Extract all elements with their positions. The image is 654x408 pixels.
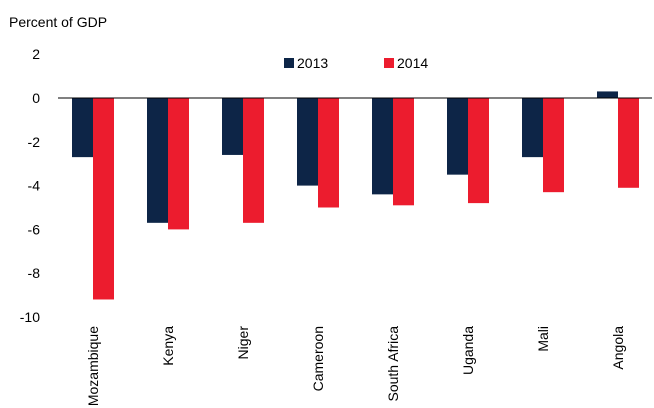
bar-2014-south-africa (393, 98, 414, 206)
legend: 2013 2014 (284, 55, 428, 71)
bar-2014-mali (543, 98, 564, 193)
y-tick-label: 2 (32, 46, 40, 62)
bar-2013-niger (222, 98, 243, 155)
bars (72, 91, 639, 300)
y-tick-label: -2 (28, 134, 41, 150)
bar-2013-mali (522, 98, 543, 158)
category-label: Angola (610, 326, 626, 370)
category-label: Kenya (160, 326, 176, 366)
legend-swatch-2014 (384, 58, 394, 68)
category-label: Mali (535, 326, 551, 352)
category-label: Uganda (460, 326, 476, 375)
y-tick-label: -10 (20, 309, 40, 325)
bar-2014-mozambique (93, 98, 114, 300)
bar-2014-kenya (168, 98, 189, 230)
bar-2014-angola (618, 98, 639, 188)
y-tick-label: -4 (28, 178, 41, 194)
legend-swatch-2013 (284, 58, 294, 68)
legend-label-2014: 2014 (397, 55, 428, 71)
y-tick-label: -8 (28, 265, 41, 281)
y-tick-labels: 2 0 -2 -4 -6 -8 -10 (20, 46, 40, 325)
y-tick-label: 0 (32, 90, 40, 106)
y-tick-label: -6 (28, 221, 41, 237)
category-label: Niger (235, 326, 251, 360)
bar-2014-niger (243, 98, 264, 223)
category-label: Cameroon (310, 326, 326, 391)
bar-2013-south-africa (372, 98, 393, 195)
category-label: Mozambique (85, 326, 101, 406)
bar-2013-mozambique (72, 98, 93, 158)
legend-label-2013: 2013 (297, 55, 328, 71)
y-axis-title: Percent of GDP (9, 14, 107, 30)
bar-2013-kenya (147, 98, 168, 223)
bar-2013-cameroon (297, 98, 318, 186)
category-labels: Mozambique Kenya Niger Cameroon South Africa… (85, 326, 626, 406)
bar-2014-uganda (468, 98, 489, 204)
bar-2013-uganda (447, 98, 468, 175)
category-label: South Africa (385, 326, 401, 402)
bar-2013-angola (597, 91, 618, 98)
bar-2014-cameroon (318, 98, 339, 208)
